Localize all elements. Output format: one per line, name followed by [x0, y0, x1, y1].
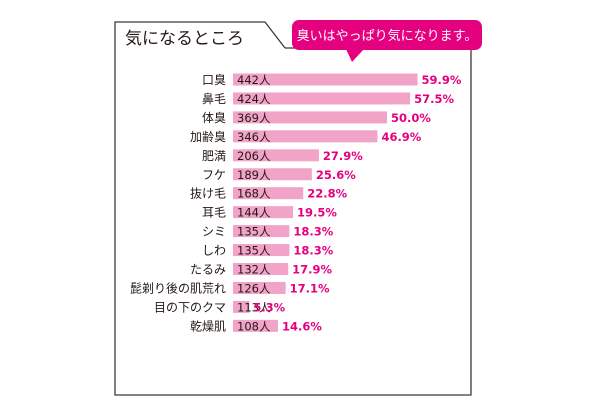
category-label: しわ — [202, 244, 226, 258]
value-label: 18.3% — [293, 225, 333, 239]
count-label: 346人 — [237, 130, 271, 144]
bar — [233, 111, 387, 124]
bar — [233, 187, 304, 200]
category-label: 肥満 — [202, 149, 226, 163]
callout-pointer — [346, 49, 364, 62]
count-label: 189人 — [237, 168, 271, 182]
category-label: 口臭 — [202, 72, 226, 87]
value-label: 22.8% — [307, 187, 347, 201]
count-label: 132人 — [237, 263, 271, 277]
value-label: 19.5% — [297, 206, 337, 220]
bar — [233, 225, 290, 238]
category-label: 抜け毛 — [190, 187, 226, 201]
bar — [233, 168, 312, 181]
count-label: 135人 — [237, 244, 271, 258]
category-label: フケ — [202, 168, 226, 182]
bar — [233, 130, 378, 143]
count-label: 442人 — [237, 73, 271, 87]
category-label: シミ — [202, 225, 226, 239]
bar — [233, 206, 294, 219]
count-label: 108人 — [237, 319, 271, 333]
category-label: 加齢臭 — [190, 129, 226, 144]
value-label: 59.9% — [421, 73, 461, 87]
count-label: 113人 — [237, 300, 271, 314]
bar — [233, 244, 290, 257]
category-label: 髭剃り後の肌荒れ — [130, 281, 226, 295]
value-label: 50.0% — [391, 111, 431, 125]
value-label: 57.5% — [414, 92, 454, 106]
value-label: 14.6% — [282, 319, 322, 333]
value-label: 5.3% — [253, 300, 285, 314]
count-label: 135人 — [237, 225, 271, 239]
value-label: 17.1% — [290, 281, 330, 295]
category-label: 鼻毛 — [202, 91, 226, 106]
value-label: 25.6% — [316, 168, 356, 182]
bar — [233, 73, 418, 86]
value-label: 17.9% — [292, 263, 332, 277]
value-label: 18.3% — [293, 244, 333, 258]
callout-bubble — [292, 20, 482, 50]
category-label: たるみ — [190, 263, 226, 277]
bar — [233, 263, 289, 275]
callout-text: 臭いはやっぱり気になります。 — [297, 28, 478, 44]
bar — [233, 149, 319, 162]
category-label: 目の下のクマ — [154, 300, 226, 314]
count-label: 424人 — [237, 92, 271, 106]
bar — [233, 92, 411, 105]
bar — [233, 300, 250, 313]
bar — [233, 281, 286, 294]
bar — [233, 319, 278, 332]
count-label: 369人 — [237, 111, 271, 125]
count-label: 206人 — [237, 149, 271, 163]
value-label: 27.9% — [323, 149, 363, 163]
count-label: 144人 — [237, 206, 271, 220]
category-label: 耳毛 — [202, 206, 226, 220]
count-label: 168人 — [237, 187, 271, 201]
value-label: 46.9% — [381, 130, 421, 144]
category-label: 体臭 — [202, 110, 226, 125]
chart-title: 気になるところ — [125, 29, 244, 49]
category-label: 乾燥肌 — [190, 319, 226, 333]
count-label: 126人 — [237, 281, 271, 295]
bar-group: 口臭 442人 59.9% 鼻毛 424人 57.5% 体臭 369人 50.0% 加齢臭 346人… — [130, 72, 462, 333]
